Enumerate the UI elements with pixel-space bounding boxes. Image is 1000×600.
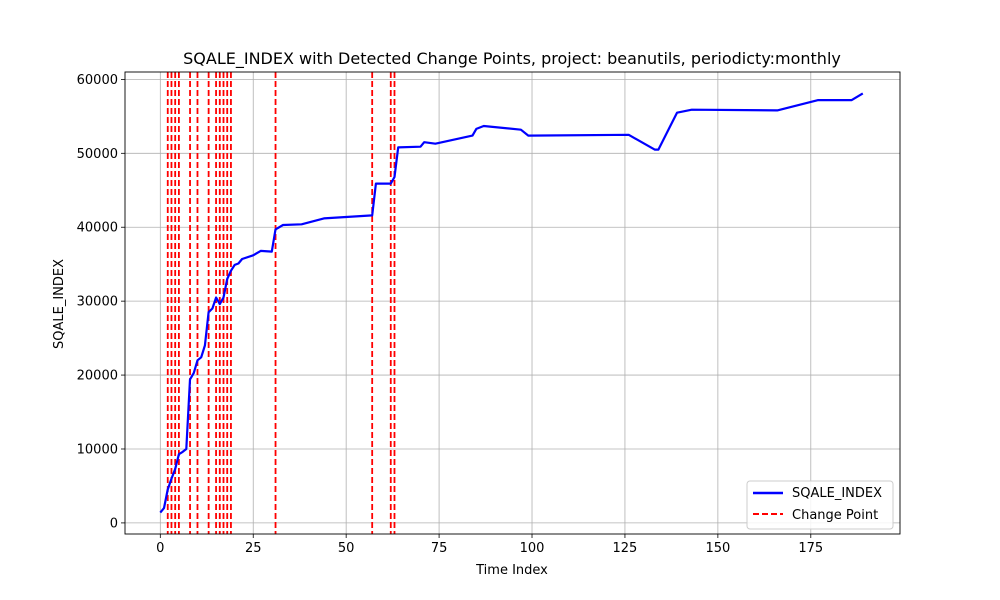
axes-frame xyxy=(124,71,901,535)
x-axis-label: Time Index xyxy=(475,563,548,578)
x-tick-label: 0 xyxy=(156,541,164,556)
legend-label-change-point: Change Point xyxy=(792,508,878,523)
y-tick-label: 20000 xyxy=(77,369,118,384)
series-layer xyxy=(159,92,864,514)
y-tick-label: 0 xyxy=(110,516,118,531)
plot-area-border xyxy=(124,71,901,535)
legend: SQALE_INDEX Change Point xyxy=(746,480,894,530)
series-line-sqale-index xyxy=(159,92,864,514)
y-tick-label: 10000 xyxy=(77,442,118,457)
y-tick-label: 40000 xyxy=(77,221,118,236)
legend-label-sqale-index: SQALE_INDEX xyxy=(792,486,882,501)
x-tick-label: 25 xyxy=(245,541,262,556)
x-tick-label: 175 xyxy=(798,541,823,556)
x-tick-label: 150 xyxy=(705,541,730,556)
x-tick-label: 125 xyxy=(613,541,638,556)
y-tick-label: 50000 xyxy=(77,147,118,162)
y-tick-label: 30000 xyxy=(77,295,118,310)
x-tick-label: 50 xyxy=(338,541,355,556)
y-axis-label: SQALE_INDEX xyxy=(52,259,67,349)
y-tick-label: 60000 xyxy=(77,73,118,88)
x-tick-label: 100 xyxy=(520,541,545,556)
axis-ticks: 0 25 50 75 100 125 150 175 0 10000 20000 30000 40000… xyxy=(77,73,824,556)
change-point-lines xyxy=(166,72,396,534)
x-tick-label: 75 xyxy=(431,541,448,556)
grid-lines xyxy=(125,72,900,534)
legend-box xyxy=(746,480,894,530)
chart-title: SQALE_INDEX with Detected Change Points,… xyxy=(183,49,841,69)
